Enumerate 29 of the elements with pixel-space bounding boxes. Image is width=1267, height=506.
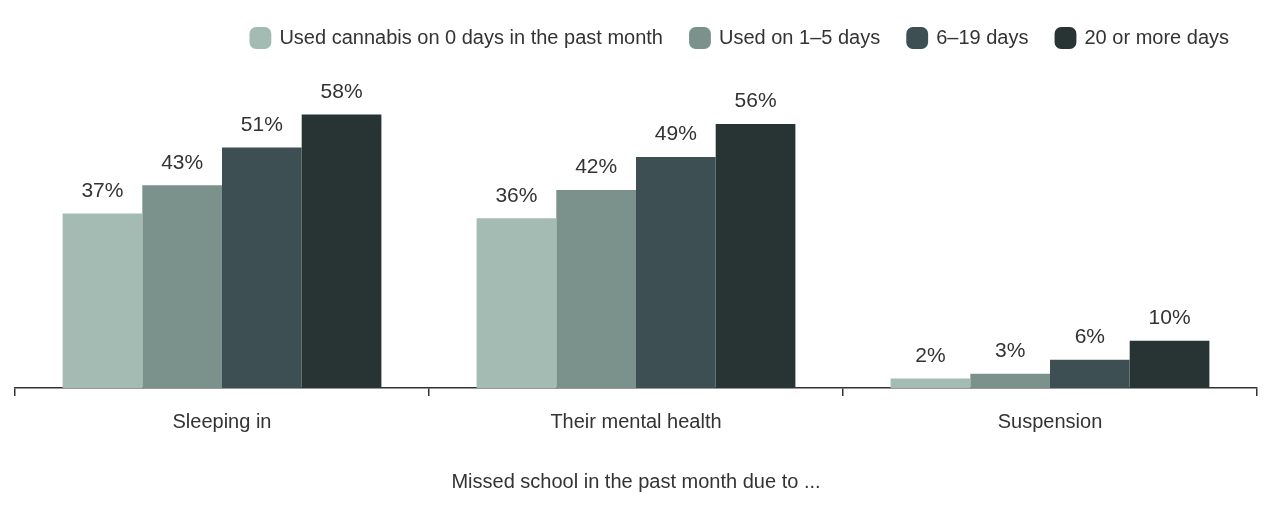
bar <box>890 378 971 388</box>
bar <box>222 147 302 388</box>
x-tick-label: Their mental health <box>550 409 722 432</box>
legend-label: Used on 1–5 days <box>718 25 881 48</box>
bar <box>556 190 636 388</box>
data-label: 51% <box>240 111 283 135</box>
data-label: 6% <box>1074 324 1106 348</box>
legend-label: Used cannabis on 0 days in the past month <box>279 25 663 48</box>
x-tick-label: Suspension <box>997 409 1103 432</box>
bar <box>62 213 143 388</box>
bar <box>970 373 1050 388</box>
bar <box>476 218 557 388</box>
data-label: 3% <box>994 338 1026 362</box>
legend-label: 6–19 days <box>936 25 1029 48</box>
data-label: 36% <box>495 182 538 206</box>
data-label: 49% <box>654 121 697 145</box>
data-label: 43% <box>161 149 204 173</box>
data-label: 58% <box>320 78 363 102</box>
data-label: 10% <box>1148 305 1191 329</box>
data-label: 42% <box>575 154 618 178</box>
data-label: 56% <box>734 88 777 112</box>
bar <box>1050 359 1130 388</box>
bar <box>636 157 716 388</box>
x-tick-label: Sleeping in <box>172 409 272 432</box>
data-label: 2% <box>915 342 946 366</box>
bar <box>142 185 222 388</box>
data-label: 37% <box>81 177 124 201</box>
legend-label: 20 or more days <box>1084 25 1229 48</box>
x-axis-title: Missed school in the past month due to ... <box>451 469 821 492</box>
